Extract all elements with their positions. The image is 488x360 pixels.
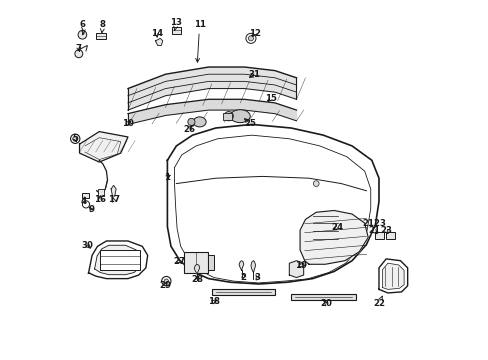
Bar (172, 27, 181, 34)
Text: 11: 11 (193, 19, 205, 62)
Bar (96, 33, 105, 39)
Text: 2: 2 (240, 273, 246, 282)
Text: 2123: 2123 (362, 219, 386, 228)
Text: 14: 14 (150, 29, 163, 38)
Polygon shape (378, 259, 407, 293)
Text: 23: 23 (379, 226, 391, 235)
Bar (375, 232, 383, 239)
Polygon shape (128, 99, 296, 125)
Bar (212, 289, 274, 296)
Text: 8: 8 (100, 19, 105, 33)
Text: 21: 21 (367, 226, 380, 235)
Text: 25: 25 (244, 119, 255, 128)
Text: 31: 31 (248, 70, 260, 79)
Ellipse shape (193, 117, 206, 127)
Text: 5: 5 (72, 134, 78, 143)
Polygon shape (167, 125, 378, 284)
Polygon shape (111, 185, 116, 196)
Text: 27: 27 (173, 257, 185, 266)
Text: 7: 7 (76, 44, 81, 53)
Bar (184, 252, 207, 273)
Text: 26: 26 (183, 125, 195, 134)
Text: 18: 18 (207, 297, 220, 306)
Text: 12: 12 (248, 29, 260, 38)
Polygon shape (94, 245, 140, 275)
Ellipse shape (248, 36, 253, 41)
Ellipse shape (162, 276, 171, 286)
Bar (82, 193, 89, 198)
Polygon shape (128, 67, 296, 110)
Text: 4: 4 (81, 197, 87, 206)
Ellipse shape (230, 110, 250, 123)
Polygon shape (250, 261, 255, 273)
Text: 3: 3 (254, 273, 260, 282)
Bar (100, 249, 140, 270)
Text: 29: 29 (159, 281, 170, 290)
Ellipse shape (73, 136, 78, 141)
Ellipse shape (82, 201, 89, 208)
Bar (98, 189, 103, 196)
Text: 24: 24 (330, 223, 343, 232)
Text: 10: 10 (122, 119, 134, 128)
Polygon shape (80, 132, 128, 162)
Text: 13: 13 (170, 18, 182, 31)
Text: 16: 16 (94, 195, 106, 204)
Text: 9: 9 (88, 205, 94, 214)
Bar (223, 113, 231, 120)
Text: 1: 1 (164, 173, 170, 182)
Text: 17: 17 (107, 195, 120, 204)
Ellipse shape (164, 279, 168, 283)
Ellipse shape (75, 50, 82, 58)
Text: 28: 28 (191, 275, 203, 284)
Text: 19: 19 (295, 261, 306, 270)
Bar (386, 232, 394, 239)
Polygon shape (194, 264, 199, 274)
Ellipse shape (187, 118, 195, 126)
Ellipse shape (78, 31, 86, 39)
Bar (290, 294, 355, 300)
Ellipse shape (245, 33, 255, 43)
Ellipse shape (70, 134, 80, 143)
Polygon shape (155, 39, 163, 45)
Polygon shape (239, 261, 244, 270)
Polygon shape (382, 263, 403, 289)
Polygon shape (88, 241, 147, 279)
Text: 6: 6 (79, 19, 85, 34)
Ellipse shape (313, 181, 319, 186)
Text: 22: 22 (372, 296, 384, 308)
Bar (207, 255, 214, 270)
Ellipse shape (224, 112, 233, 121)
Text: 30: 30 (81, 241, 93, 250)
Polygon shape (289, 261, 303, 278)
Text: 15: 15 (265, 94, 277, 103)
Text: 20: 20 (320, 299, 331, 308)
Polygon shape (300, 211, 367, 264)
